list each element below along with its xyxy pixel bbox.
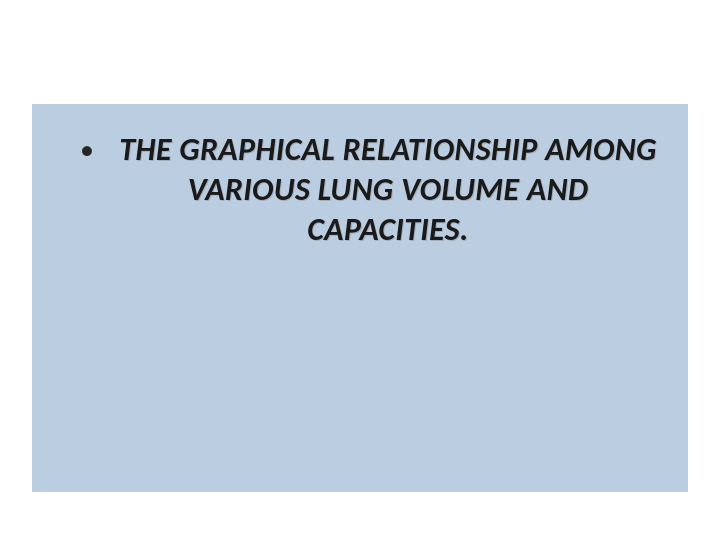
bullet-item: • THE GRAPHICAL RELATIONSHIP AMONG VARIO… — [54, 130, 668, 250]
bullet-icon: • — [80, 130, 94, 170]
slide-heading: THE GRAPHICAL RELATIONSHIP AMONG VARIOUS… — [108, 130, 668, 250]
slide-content: • THE GRAPHICAL RELATIONSHIP AMONG VARIO… — [54, 130, 668, 250]
